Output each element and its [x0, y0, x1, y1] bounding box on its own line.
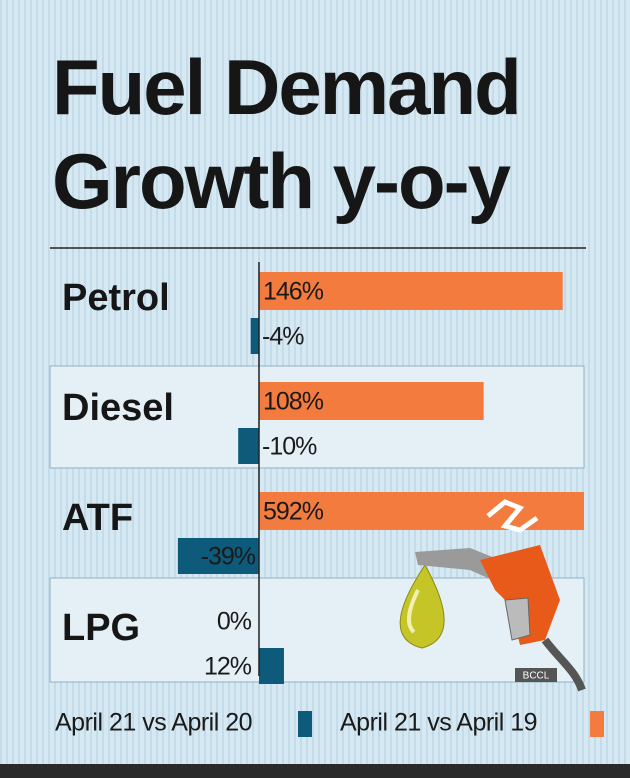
value-label: 146% [263, 278, 324, 306]
category-label: LPG [62, 607, 140, 649]
category-label: ATF [62, 497, 133, 539]
bars [177, 272, 584, 684]
value-label: 0% [217, 608, 252, 636]
bar [259, 648, 284, 684]
bar [238, 428, 259, 464]
value-label: -10% [262, 433, 317, 461]
credit: BCCL [523, 671, 550, 682]
legend-label: April 21 vs April 20 [55, 709, 252, 737]
row-panel [49, 577, 585, 683]
value-label: -39% [201, 543, 256, 571]
chart-title: Fuel Demand Growth y-o-y [52, 43, 522, 225]
category-label: Petrol [62, 277, 170, 319]
bar [250, 318, 259, 354]
value-label: -4% [262, 323, 304, 351]
axis-break [486, 499, 539, 533]
value-label: 108% [263, 388, 324, 416]
footer-band [0, 764, 630, 778]
legend-swatch [298, 711, 312, 737]
fuel-illustration: BCCL [399, 545, 586, 692]
bar [259, 382, 484, 420]
bar [259, 272, 563, 310]
category-label: Diesel [62, 387, 174, 429]
bar [177, 538, 259, 574]
legend-label: April 21 vs April 19 [340, 709, 537, 737]
value-label: 592% [263, 498, 324, 526]
value-label: 12% [204, 653, 252, 681]
legend-swatch [590, 711, 604, 737]
